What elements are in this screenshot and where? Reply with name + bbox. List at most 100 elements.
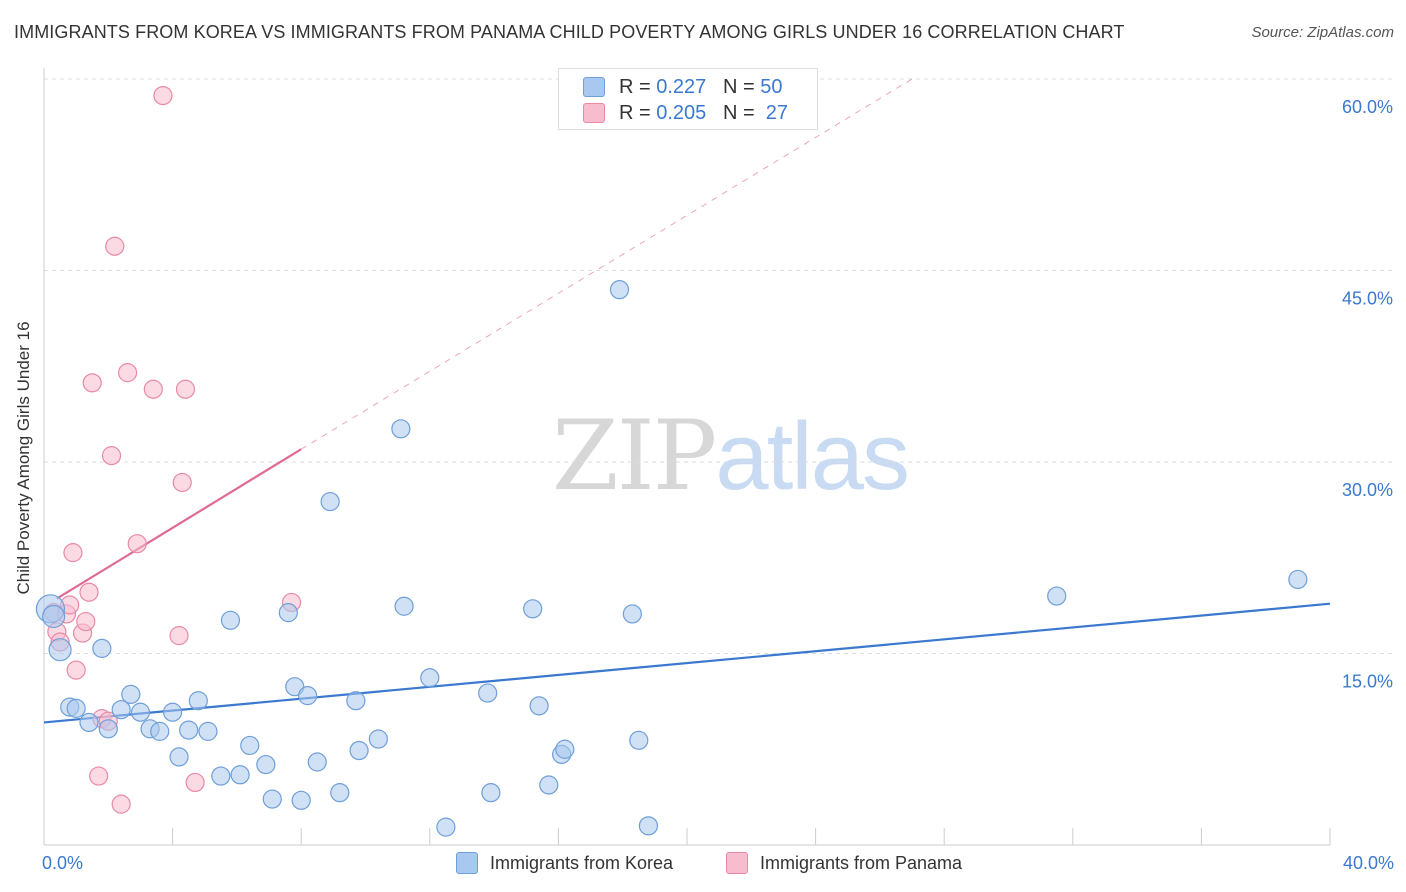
point-korea [240,735,260,756]
point-panama [117,363,138,383]
legend-label-korea: Immigrants from Korea [490,852,674,873]
point-panama [79,582,99,602]
legend-swatch-panama [583,103,605,123]
n-value-korea: 50 [760,75,783,98]
point-korea [66,698,86,718]
legend-item-korea[interactable]: Immigrants from Korea [456,852,673,874]
grid-lines [44,78,1394,654]
trend-line-korea [43,602,1331,724]
point-panama [66,660,86,680]
point-korea [307,752,327,772]
point-korea [121,684,141,704]
point-korea [163,702,183,722]
point-korea [188,691,208,711]
y-tick-label: 15.0% [1342,672,1393,692]
n-value-panama: 27 [765,101,789,124]
point-korea [436,817,456,837]
point-korea [79,712,99,733]
point-panama [89,766,109,786]
data-points [35,85,1308,837]
point-korea [394,596,414,616]
point-korea [391,419,411,439]
point-panama [111,794,131,814]
point-korea [198,721,218,741]
point-panama [172,472,192,493]
y-tick-label: 30.0% [1342,480,1393,500]
point-korea [523,599,543,619]
point-panama [175,379,196,399]
x-tick-label-end: 40.0% [1343,853,1394,873]
point-korea [262,789,282,809]
y-axis-label: Child Poverty Among Girls Under 16 [14,321,33,595]
point-panama [105,236,125,256]
point-korea [529,696,549,716]
trend-lines [43,78,1331,724]
point-korea [111,700,131,720]
series-legend: Immigrants from Korea Immigrants from Pa… [0,852,1406,876]
point-korea [420,668,440,688]
point-panama [169,626,189,646]
n-label: N = [722,75,761,98]
point-korea [622,604,642,624]
point-korea [179,720,199,740]
r-value-korea: 0.227 [656,75,707,98]
r-label: R = [619,75,657,98]
point-korea [478,683,498,703]
point-panama [101,446,122,466]
correlation-legend: R = 0.227 N = 50 R = 0.205 N = 27 [558,68,818,130]
point-korea [330,783,350,803]
point-korea [211,766,231,786]
x-tick-label-start: 0.0% [42,853,83,873]
point-korea [220,610,241,630]
legend-swatch-korea [583,77,605,97]
point-korea [291,790,311,810]
legend-swatch-panama [726,852,748,874]
point-korea [98,719,118,739]
r-value-panama: 0.205 [656,101,707,124]
point-korea [346,691,366,711]
point-korea [169,747,189,767]
point-panama [76,611,96,632]
point-korea [48,638,72,662]
axes [43,68,1331,846]
tick-labels: 15.0% 30.0% 45.0% 60.0% 0.0% 40.0% [42,97,1394,873]
legend-stats-korea: R = 0.227 N = 50 [619,76,782,99]
point-panama [63,543,83,563]
point-korea [629,730,649,750]
point-korea [278,603,298,623]
n-label: N = [722,101,761,124]
point-panama [185,772,205,793]
point-korea [320,491,340,512]
legend-row-korea: R = 0.227 N = 50 [583,74,782,100]
point-korea [42,604,66,629]
point-korea [349,740,369,761]
trend-extension-panama [300,78,913,450]
point-korea [638,816,659,836]
point-korea [609,280,630,300]
watermark-atlas: atlas [715,403,910,510]
point-korea [230,765,250,785]
point-panama [127,534,147,554]
point-korea [150,721,170,741]
source-label: Source: ZipAtlas.com [1251,24,1394,41]
point-panama [153,85,173,106]
trend-line-panama [56,448,302,600]
watermark-zip: ZIP [552,400,717,512]
point-korea [481,783,501,803]
point-korea [256,754,276,775]
point-korea [130,702,151,722]
legend-item-panama[interactable]: Immigrants from Panama [726,852,962,874]
point-korea [539,775,559,795]
legend-label-panama: Immigrants from Panama [760,852,963,873]
legend-stats-panama: R = 0.205 N = 27 [619,102,788,125]
point-panama [143,379,163,399]
y-tick-label: 45.0% [1342,289,1393,309]
chart-title: IMMIGRANTS FROM KOREA VS IMMIGRANTS FROM… [14,22,1125,42]
point-korea [555,739,575,759]
point-korea [1047,586,1067,606]
point-korea [298,686,318,706]
legend-row-panama: R = 0.205 N = 27 [583,100,788,126]
legend-swatch-korea [456,852,478,874]
watermark: ZIPatlas [552,400,910,512]
